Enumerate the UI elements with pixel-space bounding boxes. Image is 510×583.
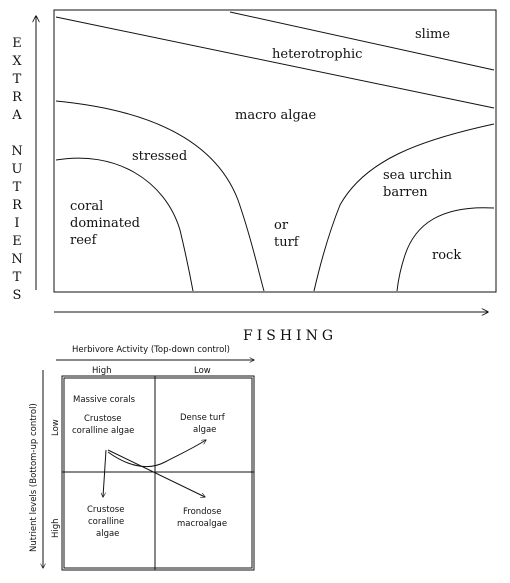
cell-bottom-left-label-1: Crustose bbox=[87, 505, 124, 515]
heterotrophic-boundary bbox=[55, 16, 495, 109]
cell-bottom-right-label-1: Frondose bbox=[183, 507, 221, 517]
macro-algae-boundary-right bbox=[313, 123, 495, 292]
macro-algae-label: macro algae bbox=[235, 108, 317, 123]
coral-label-1: coral bbox=[70, 199, 103, 214]
stressed-boundary bbox=[55, 157, 194, 292]
turf-label-1: or bbox=[274, 218, 289, 233]
cell-bottom-left-label-3: algae bbox=[96, 529, 119, 539]
slime-label: slime bbox=[415, 27, 450, 42]
macro-algae-boundary-left bbox=[55, 100, 265, 292]
herbivory-nutrient-grid-inner bbox=[63, 377, 253, 569]
cell-top-left-label-2: Crustose bbox=[84, 414, 121, 424]
cell-top-left-label-1: Massive corals bbox=[73, 395, 136, 405]
arrow-to-crustose-coralline bbox=[103, 449, 107, 497]
phase-diagram-frame bbox=[53, 9, 497, 293]
col-high-label: High bbox=[92, 366, 112, 376]
coral-label-3: reef bbox=[70, 233, 98, 248]
row-low-label: Low bbox=[51, 419, 61, 436]
row-high-label: High bbox=[51, 518, 61, 538]
arrow-to-turf-algae bbox=[107, 440, 206, 468]
cell-top-left-label-3: coralline algae bbox=[72, 426, 134, 436]
herbivore-axis-label: Herbivore Activity (Top-down control) bbox=[72, 345, 230, 355]
herbivory-nutrient-grid bbox=[61, 375, 255, 571]
sea-urchin-label-2: barren bbox=[383, 185, 428, 200]
cell-top-right-label-1: Dense turf bbox=[180, 413, 226, 423]
stressed-label: stressed bbox=[132, 149, 187, 164]
fishing-axis-label: FISHING bbox=[243, 328, 337, 344]
sea-urchin-label-1: sea urchin bbox=[383, 168, 453, 183]
coral-label-2: dominated bbox=[70, 216, 140, 231]
cell-bottom-left-label-2: coralline bbox=[88, 517, 124, 527]
nutrient-level-axis-label: Nutrient levels (Bottom-up control) bbox=[29, 403, 39, 552]
cell-top-right-label-2: algae bbox=[193, 425, 216, 435]
turf-label-2: turf bbox=[274, 235, 300, 250]
cell-bottom-right-label-2: macroalgae bbox=[177, 519, 227, 529]
nutrients-axis-label: EXTRA NUTRIENTS bbox=[10, 36, 25, 306]
arrow-to-frondose-macroalgae bbox=[107, 449, 205, 497]
rock-boundary bbox=[396, 207, 495, 292]
rock-label: rock bbox=[432, 248, 461, 263]
col-low-label: Low bbox=[194, 366, 211, 376]
slime-boundary bbox=[229, 11, 495, 71]
heterotrophic-label: heterotrophic bbox=[272, 47, 362, 62]
